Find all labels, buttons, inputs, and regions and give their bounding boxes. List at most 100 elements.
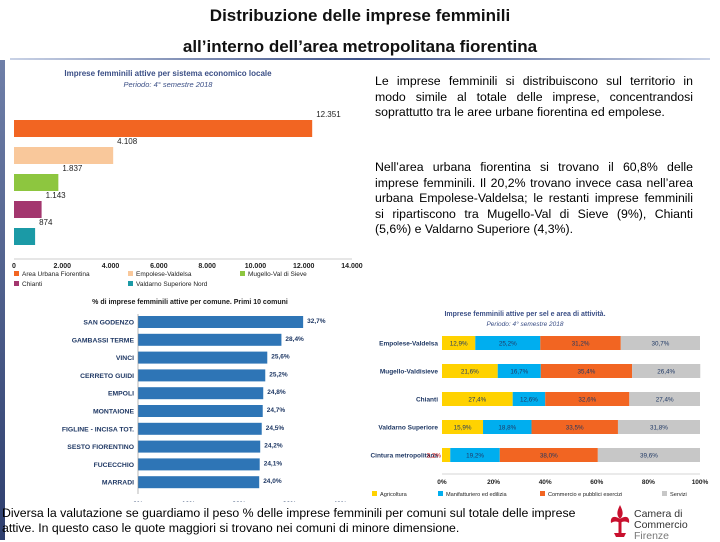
chart3-bar-segment (629, 392, 700, 406)
chart2-category-label: VINCI (116, 355, 134, 362)
logo-name: Camera di Commercio (634, 508, 688, 531)
chart1-x-tick-label: 8.000 (198, 263, 216, 270)
chart2-value-label: 24,8% (267, 389, 286, 396)
chart3-bar-segment (442, 420, 484, 434)
chart3-bar-segment (442, 336, 476, 350)
chart3-segment-label: 19,2% (466, 453, 484, 460)
chart3-category-label: Chianti (416, 397, 438, 404)
chart3-legend-label: Manifatturiero ed edilizia (446, 492, 508, 498)
chart1-legend-label: Valdarno Superiore Nord (136, 281, 208, 288)
chart2-category-label: CERRETO GUIDI (80, 373, 134, 380)
paragraph-urban-areas: Nell’area urbana fiorentina si trovano i… (375, 160, 693, 236)
chart3-bar-segment (617, 420, 700, 434)
chart3-category-label: Valdarno Superiore (378, 425, 438, 432)
slide-title-line2: all’interno dell’area metropolitana fior… (182, 37, 538, 56)
chart3-bar-segment (632, 364, 701, 378)
chart2-bar (138, 333, 282, 346)
chart3-category-label: Mugello-Valdisieve (380, 369, 439, 376)
chart3-segment-label: 12,6% (520, 397, 538, 404)
chart3-bar-segment (442, 448, 451, 462)
chart-comuni: % di imprese femminili attive per comune… (62, 299, 347, 502)
chart1-x-tick-label: 6.000 (150, 263, 168, 270)
chart1-legend-label: Mugello-Val di Sieve (248, 271, 307, 278)
chart2-category-label: FIGLINE - INCISA TOT. (62, 426, 134, 433)
chart2-bar (138, 440, 261, 453)
chart3-bar-segment (540, 336, 621, 350)
chart1-subtitle: Periodo: 4° semestre 2018 (124, 80, 214, 89)
chart2-bar (138, 458, 260, 471)
chart2-bar (138, 316, 304, 328)
chart3-legend-label: Agricoltura (380, 492, 408, 498)
chart3-title: Imprese femminili attive per sel e area … (444, 311, 605, 318)
chart1-x-tick-label: 4.000 (102, 263, 120, 270)
chart3-bar-segment (540, 364, 633, 378)
chart1-bar (14, 174, 59, 191)
chart3-bar-segment (497, 364, 541, 378)
chart3-segment-label: 3,2% (427, 453, 442, 460)
chart3-legend-label: Servizi (670, 492, 687, 498)
chart3-bar-segment (545, 392, 630, 406)
chart3-bar-segment (483, 420, 532, 434)
title-divider (10, 58, 710, 60)
chart2-bar (138, 351, 268, 364)
chart1-legend-swatch (14, 281, 19, 286)
chart3-bar-segment (442, 364, 498, 378)
chart3-legend-swatch (438, 491, 443, 496)
chart3-x-tick-label: 40% (539, 479, 552, 486)
chart1-legend-label: Chianti (22, 281, 42, 288)
chart3-segment-label: 32,6% (578, 397, 596, 404)
chart3-segment-label: 30,7% (651, 341, 669, 348)
chart3-bar-segment (512, 392, 546, 406)
chart1-x-tick-label: 10.000 (245, 263, 267, 270)
chart3-segment-label: 21,6% (461, 369, 479, 376)
chart2-category-label: GAMBASSI TERME (72, 337, 135, 344)
chart1-x-tick-label: 14.000 (341, 263, 363, 270)
florence-lily-icon (610, 505, 630, 537)
chart3-segment-label: 27,4% (656, 397, 674, 404)
chart2-category-label: MONTAIONE (93, 409, 134, 416)
chart2-x-tick-label: 30% (283, 501, 297, 502)
chart3-segment-label: 38,0% (540, 453, 558, 460)
chart3-legend-label: Commercio e pubblici esercizi (548, 492, 622, 498)
chart3-legend-swatch (540, 491, 545, 496)
chart3-bar-segment (450, 448, 500, 462)
chart1-value-label: 4.108 (117, 137, 138, 146)
chart3-bar-segment (597, 448, 700, 462)
chart3-bar-segment (620, 336, 700, 350)
chart-sistema-economico: Imprese femminili attive per sistema eco… (12, 69, 363, 288)
chart1-legend-label: Area Urbana Fiorentina (22, 271, 90, 278)
chart2-bar (138, 387, 264, 400)
chart2-category-label: FUCECCHIO (94, 462, 134, 469)
chart1-bar (14, 201, 42, 218)
paragraph-distribution: Le imprese femminili si distribuiscono s… (375, 74, 693, 119)
chart2-bar (138, 422, 262, 435)
chart1-bar (14, 228, 36, 245)
left-accent-bar (0, 60, 5, 540)
chart2-bar (138, 405, 263, 417)
chart1-value-label: 1.837 (62, 164, 83, 173)
logo-text: Camera di Commercio Firenze (634, 509, 720, 542)
chart3-segment-label: 27,4% (468, 397, 486, 404)
chart2-category-label: SAN GODENZO (83, 320, 134, 327)
chart-attivita: Imprese femminili attive per sel e area … (370, 311, 708, 498)
chart3-segment-label: 25,2% (499, 341, 517, 348)
chart2-value-label: 25,6% (271, 354, 290, 361)
chart3-segment-label: 39,6% (640, 453, 658, 460)
chart2-category-label: MARRADI (102, 480, 134, 487)
chart1-x-tick-label: 12.000 (293, 263, 315, 270)
chart3-segment-label: 12,9% (450, 341, 468, 348)
chart2-value-label: 24,1% (264, 460, 283, 467)
slide-title-line1: Distribuzione delle imprese femminili (209, 6, 511, 25)
chart1-x-tick-label: 2.000 (54, 263, 72, 270)
chart3-x-tick-label: 0% (437, 479, 447, 486)
chart2-bar (138, 369, 266, 382)
chart3-legend-swatch (372, 491, 377, 496)
chart2-value-label: 25,2% (269, 371, 288, 378)
chart2-x-tick-label: 0% (133, 501, 143, 502)
chart2-title: % di imprese femminili attive per comune… (92, 299, 288, 306)
chart1-value-label: 12.351 (316, 110, 341, 119)
chart2-value-label: 24,0% (263, 478, 282, 485)
chart1-legend-swatch (14, 271, 19, 276)
chart1-legend-swatch (128, 271, 133, 276)
chart3-x-tick-label: 60% (590, 479, 603, 486)
